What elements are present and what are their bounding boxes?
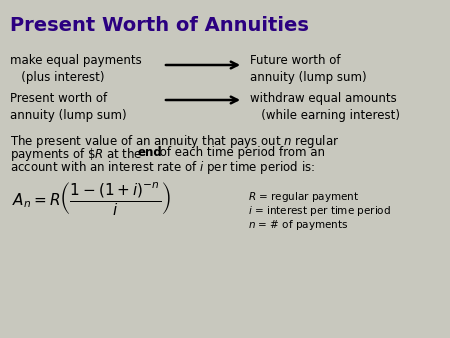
Text: $A_n = R\left(\dfrac{1-(1+i)^{-n}}{i}\right)$: $A_n = R\left(\dfrac{1-(1+i)^{-n}}{i}\ri… [12,180,171,217]
Text: Present Worth of Annuities: Present Worth of Annuities [10,16,309,35]
Text: $n$ = # of payments: $n$ = # of payments [248,218,348,232]
Text: Present worth of
annuity (lump sum): Present worth of annuity (lump sum) [10,92,126,122]
Text: end: end [138,146,163,159]
Text: of each time period from an: of each time period from an [156,146,325,159]
Text: The present value of an annuity that pays out $n$ regular: The present value of an annuity that pay… [10,133,339,150]
Text: account with an interest rate of $i$ per time period is:: account with an interest rate of $i$ per… [10,159,315,176]
Text: make equal payments
   (plus interest): make equal payments (plus interest) [10,54,142,84]
Text: withdraw equal amounts
   (while earning interest): withdraw equal amounts (while earning in… [250,92,400,122]
Text: $R$ = regular payment: $R$ = regular payment [248,190,359,204]
Text: payments of $\$R$ at the: payments of $\$R$ at the [10,146,143,163]
Text: $i$ = interest per time period: $i$ = interest per time period [248,204,391,218]
Text: Future worth of
annuity (lump sum): Future worth of annuity (lump sum) [250,54,367,84]
